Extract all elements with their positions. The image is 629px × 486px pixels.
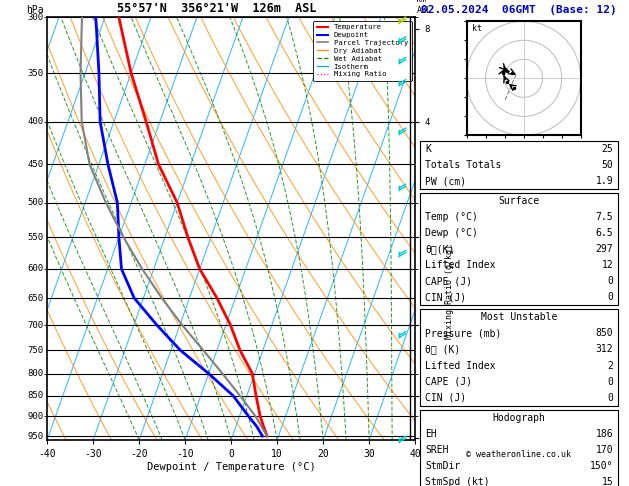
Text: Lifted Index: Lifted Index (425, 361, 496, 370)
Text: θᴇ(K): θᴇ(K) (425, 244, 455, 254)
Text: Surface: Surface (499, 196, 540, 206)
Text: hPa: hPa (26, 4, 44, 15)
Legend: Temperature, Dewpoint, Parcel Trajectory, Dry Adiabat, Wet Adiabat, Isotherm, Mi: Temperature, Dewpoint, Parcel Trajectory… (313, 20, 411, 81)
Text: Lifted Index: Lifted Index (425, 260, 496, 270)
Text: 850: 850 (596, 329, 613, 338)
Text: 600: 600 (28, 264, 43, 274)
Text: 297: 297 (596, 244, 613, 254)
Text: 12: 12 (601, 260, 613, 270)
Text: 550: 550 (28, 233, 43, 242)
Text: PW (cm): PW (cm) (425, 176, 466, 186)
Text: 25: 25 (601, 144, 613, 154)
Text: 50: 50 (601, 160, 613, 170)
Text: 0: 0 (608, 393, 613, 402)
X-axis label: Dewpoint / Temperature (°C): Dewpoint / Temperature (°C) (147, 462, 316, 471)
Text: 2: 2 (608, 361, 613, 370)
Text: CIN (J): CIN (J) (425, 393, 466, 402)
Text: 700: 700 (28, 320, 43, 330)
Text: 750: 750 (28, 346, 43, 355)
Text: K: K (425, 144, 431, 154)
Text: CIN (J): CIN (J) (425, 293, 466, 302)
Text: 900: 900 (28, 412, 43, 421)
Text: 312: 312 (596, 345, 613, 354)
Text: θᴇ (K): θᴇ (K) (425, 345, 460, 354)
Text: 650: 650 (28, 294, 43, 303)
Text: 300: 300 (28, 13, 43, 21)
Text: km
ASL: km ASL (416, 0, 431, 15)
Text: SREH: SREH (425, 445, 448, 454)
Text: 15: 15 (601, 477, 613, 486)
Text: CAPE (J): CAPE (J) (425, 377, 472, 386)
Text: 0: 0 (608, 277, 613, 286)
Text: 350: 350 (28, 69, 43, 78)
Text: kt: kt (472, 24, 482, 33)
Text: 400: 400 (28, 117, 43, 126)
Text: StmDir: StmDir (425, 461, 460, 470)
Text: Totals Totals: Totals Totals (425, 160, 501, 170)
Text: 950: 950 (28, 432, 43, 440)
Text: Mixing Ratio (g/kg): Mixing Ratio (g/kg) (445, 244, 454, 339)
Text: 0: 0 (608, 377, 613, 386)
Text: StmSpd (kt): StmSpd (kt) (425, 477, 490, 486)
Text: 0: 0 (608, 293, 613, 302)
Text: Most Unstable: Most Unstable (481, 312, 557, 322)
Text: Temp (°C): Temp (°C) (425, 212, 478, 222)
Text: CAPE (J): CAPE (J) (425, 277, 472, 286)
Text: Dewp (°C): Dewp (°C) (425, 228, 478, 238)
Text: 02.05.2024  06GMT  (Base: 12): 02.05.2024 06GMT (Base: 12) (421, 4, 617, 15)
Text: 186: 186 (596, 429, 613, 438)
Text: 1.9: 1.9 (596, 176, 613, 186)
Text: 7.5: 7.5 (596, 212, 613, 222)
Text: Hodograph: Hodograph (493, 413, 546, 422)
Text: 170: 170 (596, 445, 613, 454)
Text: 800: 800 (28, 369, 43, 378)
Text: 6.5: 6.5 (596, 228, 613, 238)
Text: © weatheronline.co.uk: © weatheronline.co.uk (467, 450, 571, 459)
Text: 500: 500 (28, 198, 43, 207)
Text: 150°: 150° (590, 461, 613, 470)
Text: 450: 450 (28, 160, 43, 169)
Text: EH: EH (425, 429, 437, 438)
Text: 55°57'N  356°21'W  126m  ASL: 55°57'N 356°21'W 126m ASL (117, 1, 316, 15)
Text: 850: 850 (28, 391, 43, 400)
Text: Pressure (mb): Pressure (mb) (425, 329, 501, 338)
